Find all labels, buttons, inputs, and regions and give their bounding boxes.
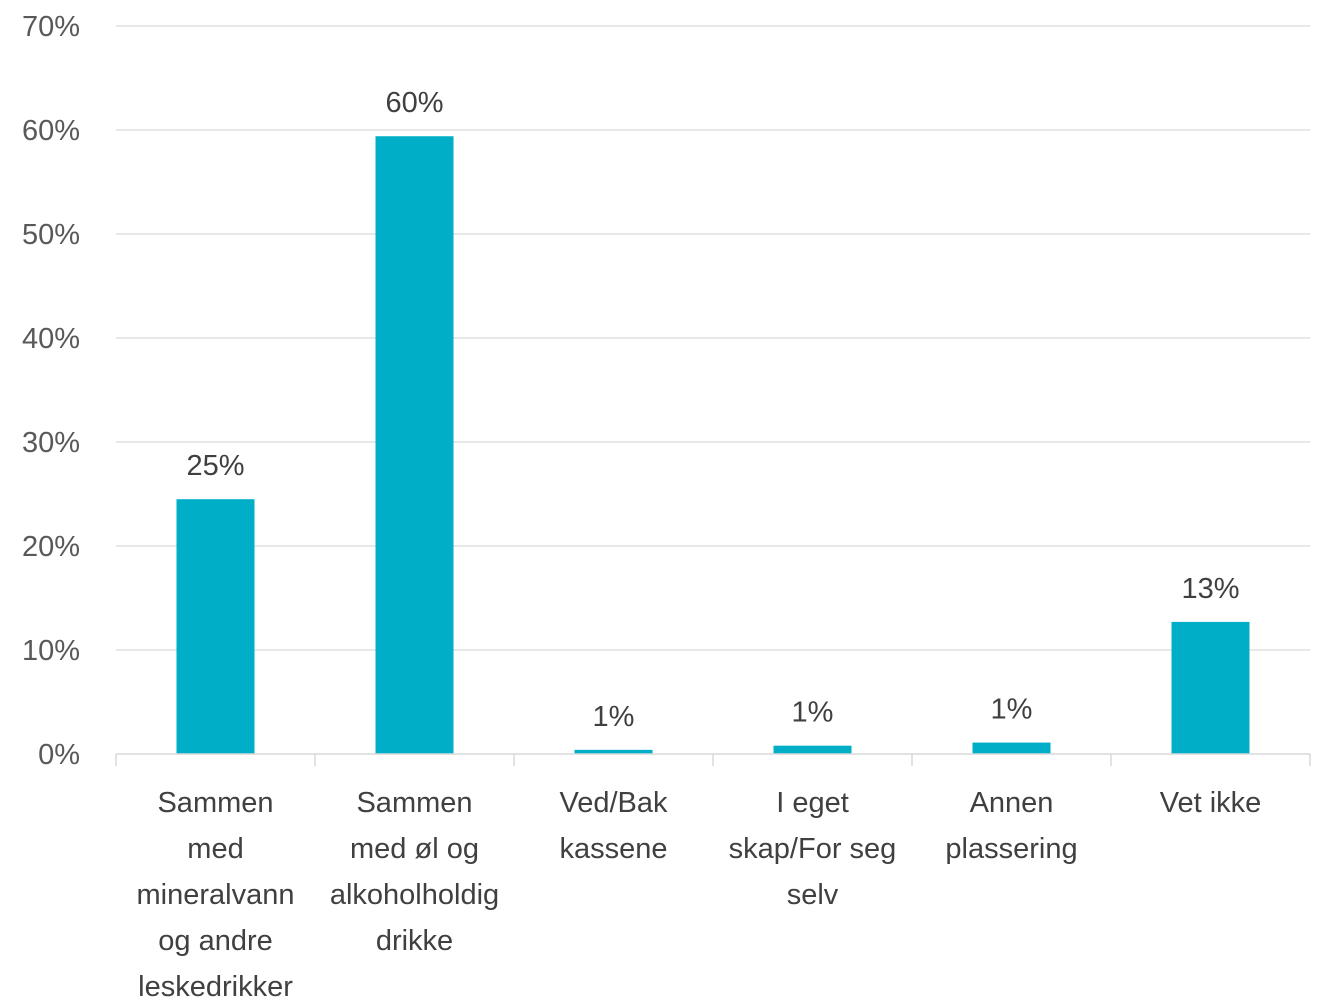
y-tick-label: 70%	[22, 11, 80, 43]
category-label-line: plassering	[945, 833, 1077, 865]
category-label-line: drikke	[376, 925, 453, 957]
y-tick-label: 30%	[22, 427, 80, 459]
category-label: Sammen med mineralvann og andre leskedrikker	[137, 787, 295, 998]
bars	[176, 136, 1250, 755]
y-tick-label: 50%	[22, 219, 80, 251]
x-axis	[115, 753, 1311, 766]
bar	[375, 136, 454, 755]
data-label: 1%	[792, 697, 834, 729]
category-label-line: med øl og	[350, 833, 479, 865]
y-axis-ticks: 0% 10% 20% 30% 40% 50% 60% 70%	[22, 11, 80, 771]
y-tick-label: 40%	[22, 323, 80, 355]
category-labels: Sammen med mineralvann og andre leskedrikker…	[137, 787, 1262, 998]
category-label-line: med	[187, 833, 243, 865]
data-label: 60%	[385, 87, 443, 119]
category-label-line: Vet ikke	[1160, 787, 1262, 819]
category-label: Sammen med øl og alkoholholdig drikke	[330, 787, 499, 957]
category-label-line: leskedrikker	[138, 971, 293, 998]
data-label: 1%	[593, 701, 635, 733]
y-tick-label: 20%	[22, 531, 80, 563]
category-label-line: skap/For seg	[729, 833, 897, 865]
y-tick-label: 10%	[22, 635, 80, 667]
data-label: 13%	[1181, 573, 1239, 605]
category-label-line: Annen	[970, 787, 1054, 819]
category-label: Ved/Bak kassene	[559, 787, 668, 865]
category-label: Vet ikke	[1160, 787, 1262, 819]
y-tick-label: 60%	[22, 115, 80, 147]
category-label-line: Sammen	[356, 787, 472, 819]
category-label-line: og andre	[158, 925, 273, 957]
category-label-line: Ved/Bak	[559, 787, 668, 819]
y-tick-label: 0%	[38, 739, 80, 771]
category-label-line: alkoholholdig	[330, 879, 499, 911]
bar	[1171, 621, 1250, 754]
category-label-line: selv	[787, 879, 839, 911]
data-label: 25%	[186, 450, 244, 482]
data-labels: 25% 60% 1% 1% 1% 13%	[186, 87, 1239, 733]
bar	[574, 749, 653, 754]
category-label-line: kassene	[559, 833, 667, 865]
bar	[972, 742, 1051, 754]
category-label-line: Sammen	[157, 787, 273, 819]
category-label-line: mineralvann	[137, 879, 295, 911]
bar	[773, 745, 852, 754]
data-label: 1%	[991, 694, 1033, 726]
category-label-line: I eget	[776, 787, 849, 819]
category-label: I eget skap/For seg selv	[729, 787, 897, 911]
category-label: Annen plassering	[945, 787, 1077, 865]
bar	[176, 499, 255, 754]
gridlines	[116, 25, 1310, 651]
